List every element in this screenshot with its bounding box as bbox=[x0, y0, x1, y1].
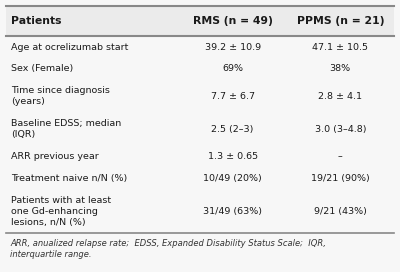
Text: PPMS (n = 21): PPMS (n = 21) bbox=[296, 16, 384, 26]
Text: –: – bbox=[338, 152, 343, 161]
Text: ARR, anualized relapse rate;  EDSS, Expanded Disability Status Scale;  IQR,
inte: ARR, anualized relapse rate; EDSS, Expan… bbox=[10, 239, 326, 259]
Text: Patients with at least
one Gd-enhancing
lesions, n/N (%): Patients with at least one Gd-enhancing … bbox=[11, 196, 111, 227]
Text: 19/21 (90%): 19/21 (90%) bbox=[311, 174, 370, 183]
Text: Age at ocrelizumab start: Age at ocrelizumab start bbox=[11, 42, 128, 52]
Text: ARR previous year: ARR previous year bbox=[11, 152, 99, 161]
Text: 10/49 (20%): 10/49 (20%) bbox=[203, 174, 262, 183]
Text: Sex (Female): Sex (Female) bbox=[11, 64, 73, 73]
Text: 9/21 (43%): 9/21 (43%) bbox=[314, 207, 367, 216]
Text: RMS (n = 49): RMS (n = 49) bbox=[193, 16, 272, 26]
Text: 2.5 (2–3): 2.5 (2–3) bbox=[212, 125, 254, 134]
Text: Time since diagnosis
(years): Time since diagnosis (years) bbox=[11, 86, 110, 106]
Text: 38%: 38% bbox=[330, 64, 351, 73]
Text: Patients: Patients bbox=[11, 16, 62, 26]
Text: 7.7 ± 6.7: 7.7 ± 6.7 bbox=[210, 92, 254, 101]
Text: Treatment naive n/N (%): Treatment naive n/N (%) bbox=[11, 174, 127, 183]
Text: 69%: 69% bbox=[222, 64, 243, 73]
Text: Baseline EDSS; median
(IQR): Baseline EDSS; median (IQR) bbox=[11, 119, 121, 139]
Text: 47.1 ± 10.5: 47.1 ± 10.5 bbox=[312, 42, 368, 52]
Text: 2.8 ± 4.1: 2.8 ± 4.1 bbox=[318, 92, 362, 101]
Text: 1.3 ± 0.65: 1.3 ± 0.65 bbox=[208, 152, 258, 161]
Text: 39.2 ± 10.9: 39.2 ± 10.9 bbox=[204, 42, 261, 52]
Text: 3.0 (3–4.8): 3.0 (3–4.8) bbox=[314, 125, 366, 134]
Bar bbox=[6, 6, 394, 36]
Text: 31/49 (63%): 31/49 (63%) bbox=[203, 207, 262, 216]
